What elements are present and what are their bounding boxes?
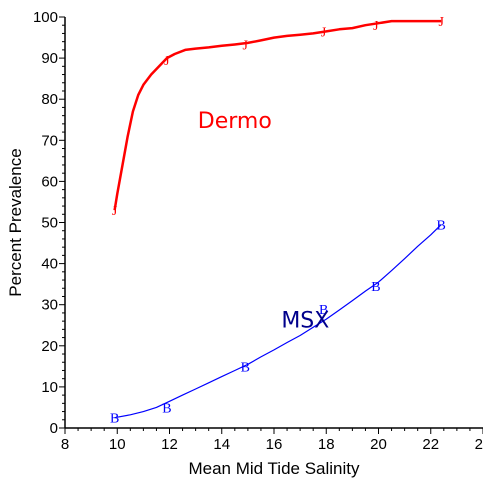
- y-tick-label: 100: [33, 9, 58, 26]
- data-point-B: B: [162, 401, 171, 416]
- y-tick-label: 70: [41, 132, 58, 149]
- series-J-line: [113, 19, 442, 211]
- x-tick-label: 8: [61, 436, 69, 453]
- x-tick-label: 24: [475, 436, 483, 453]
- series-J: J J J J J J: [112, 15, 445, 219]
- x-tick-label: 16: [266, 436, 283, 453]
- data-point-J: J: [321, 25, 327, 40]
- x-tick-label: 20: [370, 436, 387, 453]
- y-tick-label: 10: [41, 379, 58, 396]
- y-tick-label: 60: [41, 173, 58, 190]
- data-point-J: J: [164, 54, 170, 69]
- y-tick-label: 40: [41, 256, 58, 273]
- y-tick-label: 20: [41, 338, 58, 355]
- x-tick-label: 14: [213, 436, 230, 453]
- data-point-B: B: [437, 219, 446, 234]
- data-point-B: B: [319, 303, 328, 318]
- data-point-B: B: [241, 360, 250, 375]
- series-B-line: [114, 224, 442, 419]
- y-tick-label: 50: [41, 215, 58, 232]
- series-layer: J J J J J J B B B B B B: [110, 15, 446, 427]
- x-axis-label: Mean Mid Tide Salinity: [188, 459, 360, 478]
- data-point-J: J: [112, 204, 118, 219]
- axes: 8 10 12 14 16 18 20 22 24 0 10 20 30 40 50 60 70 80 90 100: [33, 9, 483, 453]
- y-tick-label: 0: [50, 420, 58, 437]
- annotation-msx: MSX: [281, 308, 329, 333]
- y-tick-label: 30: [41, 297, 58, 314]
- data-point-B: B: [371, 280, 380, 295]
- data-point-B: B: [110, 412, 119, 427]
- x-tick-label: 12: [161, 436, 178, 453]
- data-point-J: J: [373, 19, 379, 34]
- y-tick-label: 80: [41, 91, 58, 108]
- x-tick-label: 18: [318, 436, 335, 453]
- y-axis-label: Percent Prevalence: [6, 148, 25, 296]
- data-point-J: J: [438, 15, 444, 30]
- data-point-J: J: [243, 39, 249, 54]
- y-tick-label: 90: [41, 50, 58, 67]
- annotations: Dermo MSX: [198, 109, 330, 333]
- series-B: B B B B B B: [110, 219, 446, 427]
- annotation-dermo: Dermo: [198, 109, 272, 134]
- x-tick-label: 10: [109, 436, 126, 453]
- x-tick-label: 22: [422, 436, 439, 453]
